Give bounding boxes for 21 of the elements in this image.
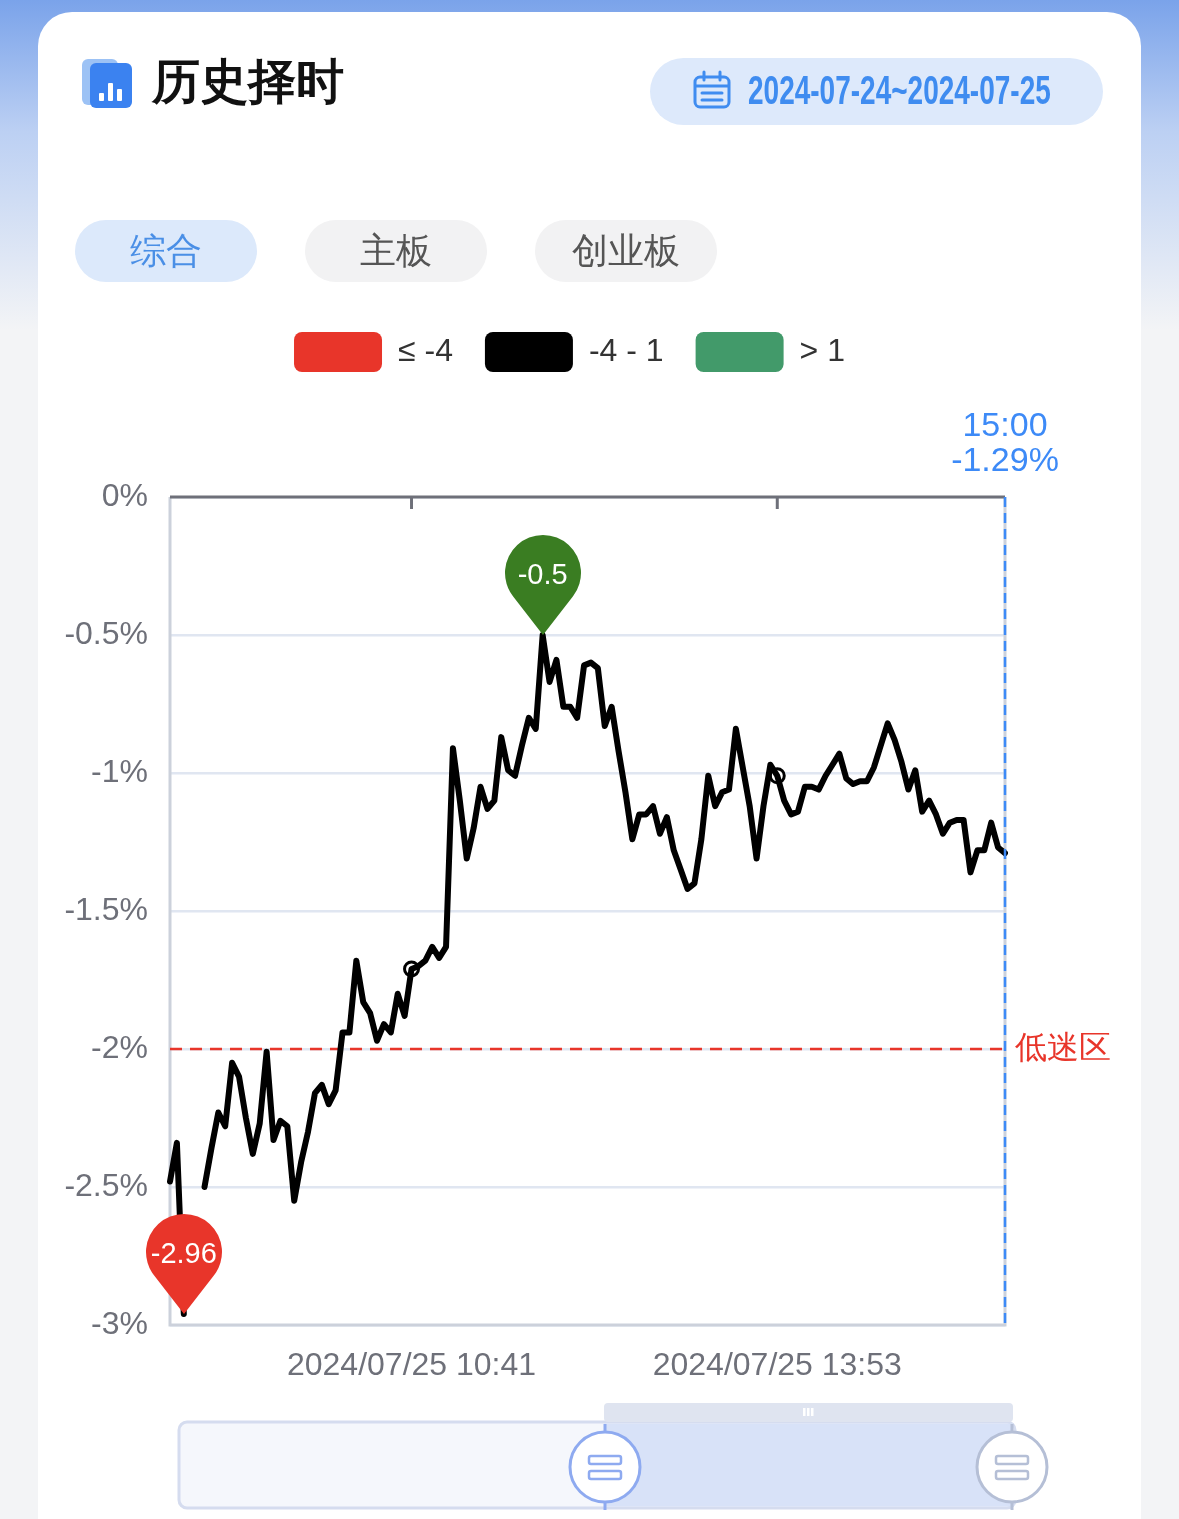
text: 创业板 [572,229,680,273]
chart-title: 历史择时 [152,54,344,110]
chart-subtitle: 2024-07-24~2024-07-25 [748,67,1051,114]
y-tick-label: 0% [101,476,148,513]
legend-label: -4 - 1 [588,331,664,368]
ref-line-label: 低迷区 [1015,1028,1111,1065]
y-tick-label: -1.5% [64,890,148,927]
text: 综合 [130,229,202,273]
text: 主板 [360,229,432,273]
data-label: -2.96 [150,1235,217,1270]
y-tick-label: -2% [91,1028,148,1065]
x-tick-label: 2024/07/25 13:53 [652,1346,902,1383]
legend-label: > 1 [799,331,845,368]
y-tick-label: -1% [91,752,148,789]
y-tick-label: -3% [91,1304,148,1341]
text: 15:00 -1.29% [951,405,1059,479]
y-tick-label: -0.5% [64,614,148,651]
legend-label: ≤ -4 [398,331,453,368]
y-tick-label: -2.5% [64,1166,148,1203]
x-tick-label: 2024/07/25 10:41 [286,1346,537,1383]
data-label: -0.5 [517,557,568,591]
